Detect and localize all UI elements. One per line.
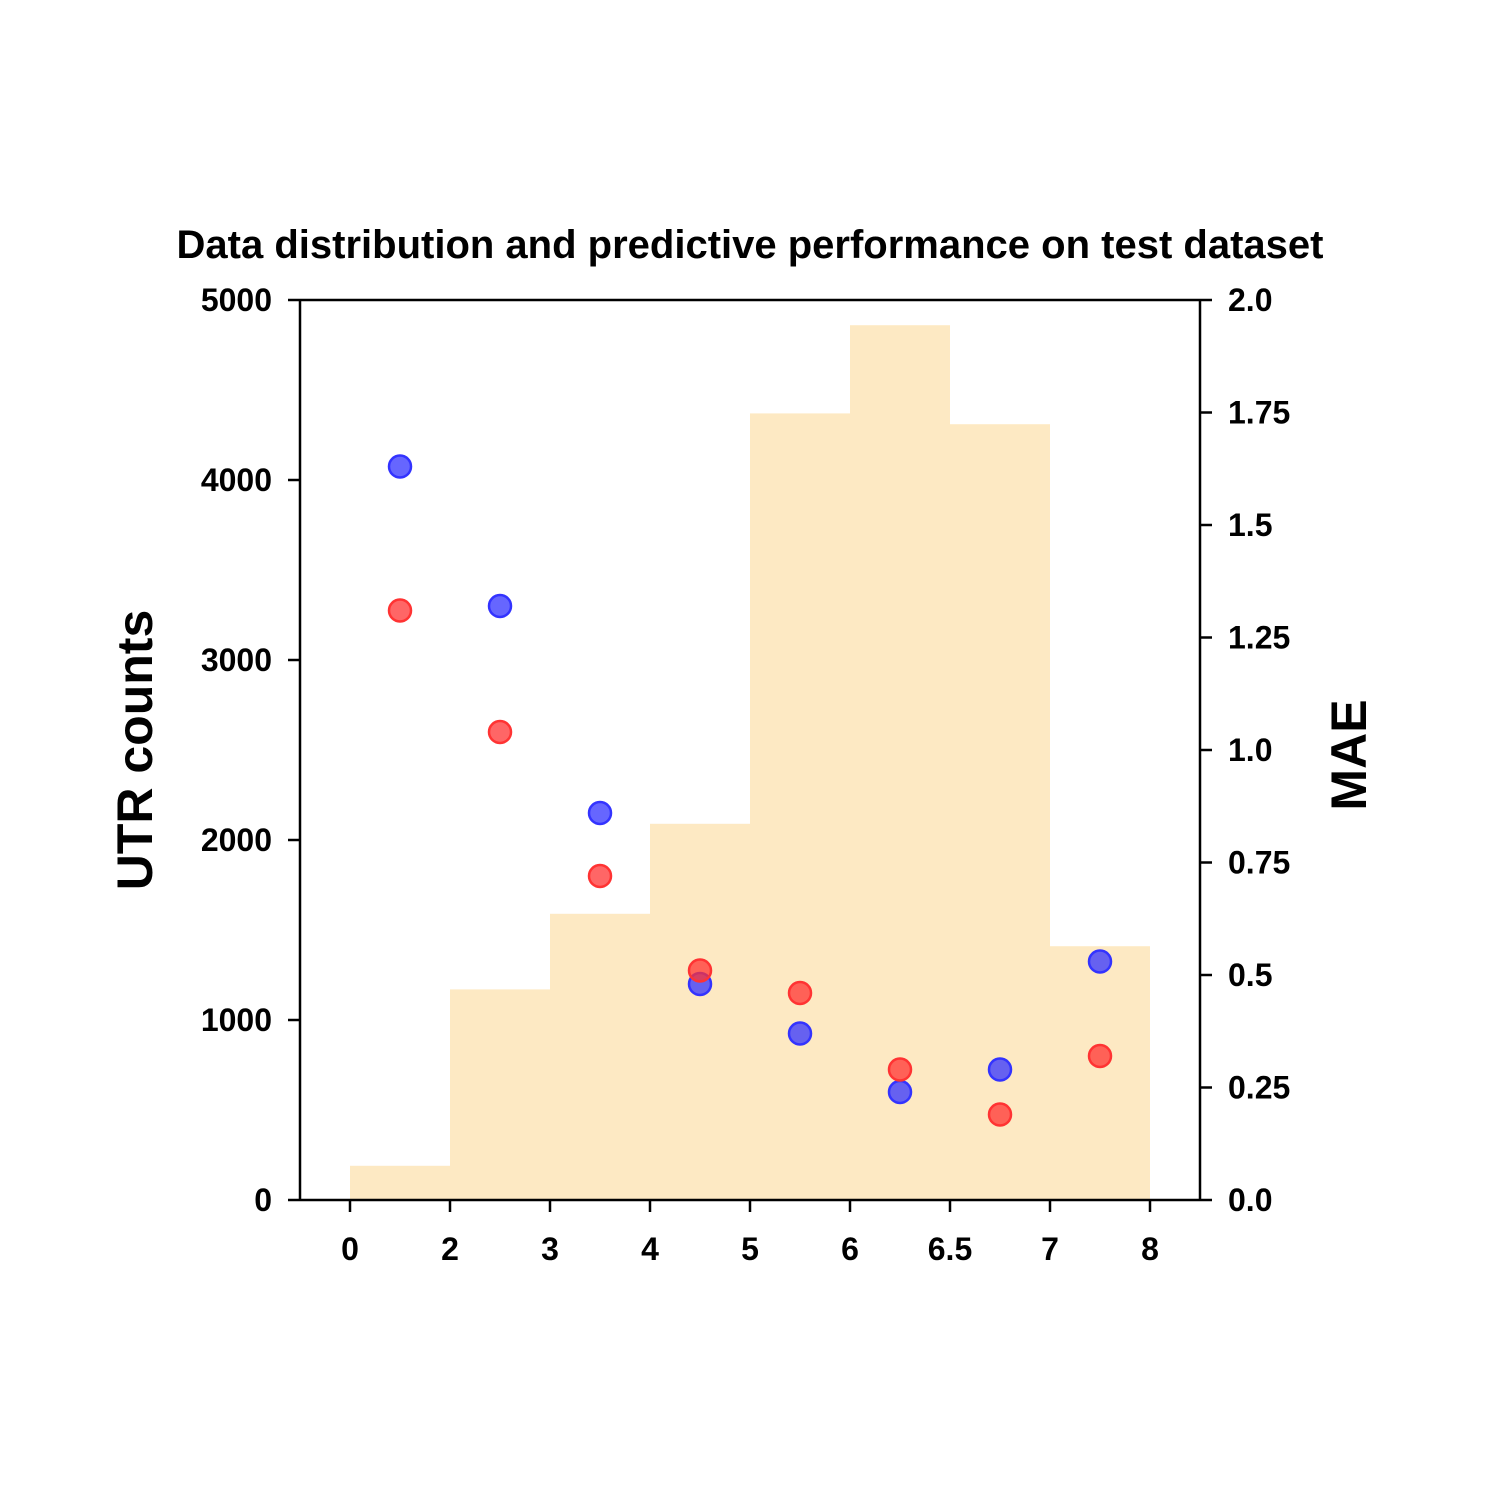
mae-point-series2-3 [687,958,713,983]
left-y-ticks: 0 1000 2000 3000 4000 5000 [201,282,300,1218]
right-y-ticks: 0.0 0.25 0.5 0.75 1.0 1.25 1.5 1.75 2.0 [1200,282,1290,1218]
x-tick-label: 5 [741,1231,759,1267]
y-tick-label: 5000 [201,282,272,318]
mae-point-series2-4 [787,980,813,1006]
histogram-bar-2-3 [450,989,550,1200]
mae-point-series1-0 [387,454,413,479]
histogram-bar-6.5-7 [950,424,1050,1200]
mae-point-series1-1 [487,593,513,619]
mae-point-series2-2 [587,863,613,889]
y2-axis-label: MAE [1321,699,1377,810]
x-tick-label: 4 [641,1231,659,1267]
histogram-bar-3-4 [550,913,650,1200]
x-tick-label: 2 [441,1231,459,1267]
mae-point-series1-5 [887,1079,913,1105]
mae-point-series1-2 [587,800,613,826]
y2-tick-label: 0.25 [1228,1070,1290,1106]
mae-point-series1-4 [787,1021,813,1046]
mae-point-series1-6 [987,1057,1013,1082]
x-tick-label: 8 [1141,1231,1159,1267]
mae-point-series2-0 [387,598,413,623]
y2-tick-label: 1.0 [1228,732,1272,768]
x-tick-label: 7 [1041,1231,1059,1267]
y2-tick-label: 2.0 [1228,282,1272,318]
y-tick-label: 4000 [201,462,272,498]
y2-tick-label: 1.5 [1228,507,1272,543]
histogram [350,325,1150,1200]
chart-title: Data distribution and predictive perform… [177,223,1324,267]
mae-points [387,454,1113,1127]
y-axis-label: UTR counts [107,610,163,891]
x-tick-label: 6.5 [928,1231,972,1267]
histogram-bar-6-6.5 [850,325,950,1200]
x-tick-label: 3 [541,1231,559,1267]
x-ticks: 0 2 3 4 5 6 6.5 7 8 [341,1200,1159,1267]
y2-tick-label: 1.25 [1228,620,1290,656]
y-tick-label: 0 [254,1182,272,1218]
y2-tick-label: 0.5 [1228,957,1272,993]
y-tick-label: 3000 [201,642,272,678]
mae-point-series2-7 [1087,1043,1113,1069]
histogram-bar-4-5 [650,823,750,1200]
y-tick-label: 1000 [201,1002,272,1038]
histogram-bar-7-8 [1050,946,1150,1200]
x-tick-label: 6 [841,1231,859,1267]
x-tick-label: 0 [341,1231,359,1267]
mae-point-series1-7 [1087,949,1113,974]
mae-point-series2-6 [987,1102,1013,1127]
y-tick-label: 2000 [201,822,272,858]
y2-tick-label: 0.0 [1228,1182,1272,1218]
mae-point-series2-1 [487,719,513,745]
y2-tick-label: 0.75 [1228,845,1290,881]
y2-tick-label: 1.75 [1228,395,1290,431]
histogram-bar-5-6 [750,413,850,1200]
histogram-bar-0-2 [350,1165,450,1200]
mae-point-series2-5 [887,1057,913,1082]
